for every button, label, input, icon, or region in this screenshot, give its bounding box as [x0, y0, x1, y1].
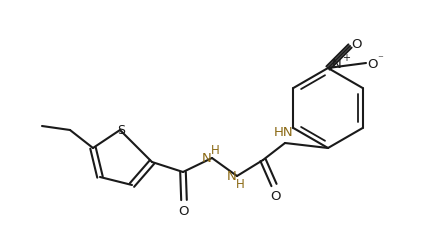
Text: N: N — [332, 59, 342, 72]
Text: O: O — [179, 205, 189, 218]
Text: O: O — [271, 190, 281, 203]
Text: N: N — [227, 169, 237, 182]
Text: N: N — [202, 152, 212, 165]
Text: H: H — [235, 177, 244, 190]
Text: O: O — [367, 58, 377, 71]
Text: ⁻: ⁻ — [377, 54, 383, 64]
Text: S: S — [117, 123, 125, 136]
Text: +: + — [342, 53, 350, 63]
Text: O: O — [351, 38, 362, 51]
Text: H: H — [211, 144, 219, 157]
Text: HN: HN — [274, 126, 294, 139]
